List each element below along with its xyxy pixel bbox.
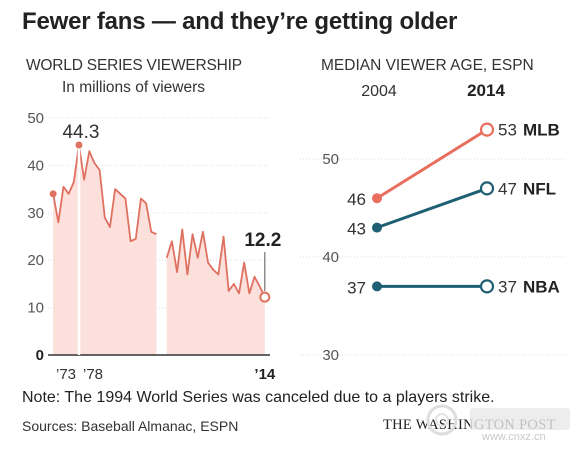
watermark-logo: [426, 404, 570, 436]
annotation-2014-value: 12.2: [244, 230, 281, 251]
x-tick-label: ’78: [83, 366, 103, 383]
nfl-slope-line: [376, 186, 488, 230]
viewership-area: [166, 229, 265, 355]
y-tick-label: 10: [27, 300, 44, 317]
watermark-text: www.cnxz.cn: [482, 431, 546, 443]
mlb-point-2014: [479, 122, 495, 137]
y-tick-label: 30: [322, 347, 339, 364]
mlb-value-2004: 46: [347, 190, 366, 209]
nba-point-2014: [479, 279, 495, 294]
sources-line: Sources: Baseball Almanac, ESPN: [22, 418, 239, 434]
year-header-2014: 2014: [467, 81, 505, 100]
x-tick-label: ’73: [56, 366, 76, 383]
year-header-2004: 2004: [361, 83, 397, 100]
y-tick-label: 30: [27, 205, 44, 222]
footnote: Note: The 1994 World Series was canceled…: [22, 389, 495, 406]
mlb-point-2004: [372, 193, 382, 204]
viewership-line: [52, 144, 157, 243]
y-tick-label: 40: [27, 157, 44, 174]
nba-value-2004: 37: [347, 278, 366, 297]
nfl-series-label: NFL: [523, 179, 556, 198]
nfl-value-2014: 47: [498, 179, 517, 198]
viewership-chart-title: WORLD SERIES VIEWERSHIP: [26, 57, 242, 74]
data-point-2014: [259, 291, 271, 303]
mlb-value-2014: 53: [498, 121, 517, 140]
nba-point-2004: [372, 281, 382, 292]
nfl-point-2014: [479, 181, 495, 196]
viewership-line: [165, 228, 266, 298]
nfl-point-2004: [372, 222, 382, 233]
y-tick-label: 50: [322, 151, 339, 168]
viewership-area: [53, 145, 157, 355]
annotation-1978-peak: 44.3: [62, 122, 99, 143]
nba-series-label: NBA: [523, 277, 560, 296]
data-point-1978: [75, 141, 83, 149]
y-tick-label: 20: [27, 252, 44, 269]
viewership-chart-subtitle: In millions of viewers: [62, 79, 205, 96]
nfl-value-2004: 43: [347, 220, 366, 239]
nba-value-2014: 37: [498, 277, 517, 296]
chart-headline: Fewer fans — and they’re getting older: [22, 8, 458, 35]
x-tick-label: ’14: [254, 366, 276, 383]
y-tick-label: 50: [27, 110, 44, 127]
y-tick-label: 40: [322, 249, 339, 266]
y-tick-label: 0: [36, 347, 44, 364]
mlb-series-label: MLB: [523, 121, 560, 140]
age-chart-title: MEDIAN VIEWER AGE, ESPN: [321, 57, 534, 74]
data-point-1973: [49, 190, 57, 198]
mlb-slope-line: [376, 128, 488, 200]
